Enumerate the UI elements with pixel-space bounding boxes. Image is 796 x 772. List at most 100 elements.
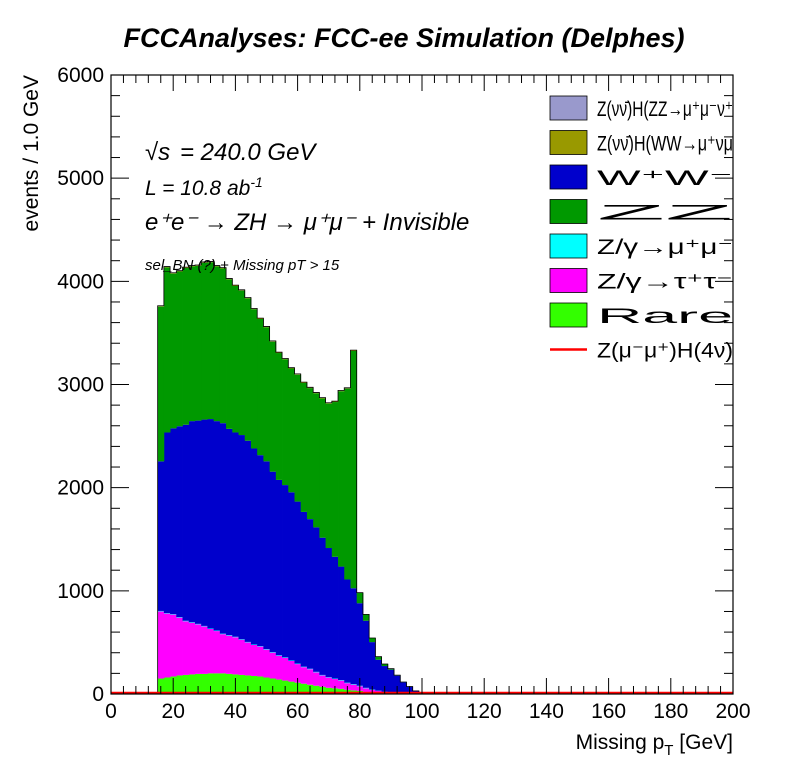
y-tick-label: 4000 <box>57 270 104 293</box>
bar-ZZ-47 <box>257 318 264 456</box>
bar-WW-83 <box>369 642 376 690</box>
annotations: √s = 240.0 GeV L = 10.8 ab-1 e⁺e⁻ → ZH →… <box>145 139 469 274</box>
bar-Ztautau-63 <box>306 669 314 685</box>
bar-WW-67 <box>319 537 326 675</box>
bar-WW-43 <box>244 440 252 642</box>
legend-item-ZH_WW: Z(νν̄)H(WW→μ⁺νμ <box>549 130 733 156</box>
bar-Ztautau-45 <box>250 645 258 676</box>
bar-WW-69 <box>325 548 333 677</box>
bar-ZZ-69 <box>325 403 333 549</box>
bar-Zmumu-39 <box>232 636 239 638</box>
bar-Ztautau-19 <box>170 614 177 677</box>
bar-Rare-21 <box>176 675 183 694</box>
bar-Zmumu-51 <box>269 652 277 653</box>
bar-ZZ-27 <box>194 265 202 421</box>
bar-ZH_WW-53 <box>275 352 283 354</box>
bar-Zmumu-29 <box>201 625 208 627</box>
bar-Ztautau-43 <box>244 642 252 676</box>
x-tick-label: 100 <box>404 700 439 723</box>
bar-Ztautau-29 <box>201 626 208 674</box>
y-tick-label: 6000 <box>57 64 104 87</box>
bar-ZZ-41 <box>238 290 246 436</box>
bar-ZH_WW-37 <box>226 278 233 280</box>
energy-sqrt-annotation: √s <box>145 139 170 166</box>
bar-Rare-37 <box>226 673 233 694</box>
bar-Ztautau-35 <box>219 634 227 674</box>
plot-area <box>111 261 733 695</box>
bar-ZZ-65 <box>313 393 320 528</box>
chart-title: FCCAnalyses: FCC-ee Simulation (Delphes) <box>123 23 684 53</box>
legend-item-Ztautau: Z/γ→τ⁺τ⁻ <box>549 268 733 294</box>
stack-outline <box>157 261 444 695</box>
bar-Zmumu-33 <box>213 630 221 632</box>
bar-Zmumu-31 <box>207 628 215 630</box>
x-tick-label: 0 <box>105 700 117 723</box>
bar-WW-85 <box>375 659 382 691</box>
bar-WW-47 <box>257 455 264 647</box>
bar-WW-41 <box>238 435 246 640</box>
bar-ZZ-57 <box>288 368 295 493</box>
bar-ZH_WW-75 <box>344 388 351 389</box>
bar-ZH_WW-43 <box>244 297 252 299</box>
bar-Ztautau-81 <box>362 688 370 692</box>
bar-ZH_WW-59 <box>294 374 302 375</box>
bar-Zmumu-47 <box>257 646 264 647</box>
x-tick-label: 140 <box>529 700 564 723</box>
legend-label: W⁺W⁻ <box>597 167 733 190</box>
bar-Ztautau-23 <box>182 621 190 675</box>
bar-Zmumu-77 <box>350 684 358 685</box>
bar-WW-77 <box>350 588 358 685</box>
bar-Ztautau-65 <box>313 672 320 686</box>
legend-label: Z(μ⁻μ⁺)H(4ν) <box>597 340 733 363</box>
legend-swatch <box>549 130 588 155</box>
bar-ZZ-81 <box>362 614 370 621</box>
bar-WW-91 <box>394 675 401 694</box>
bar-Rare-43 <box>244 675 252 694</box>
bar-Rare-35 <box>219 673 227 694</box>
bar-Rare-45 <box>250 675 258 694</box>
series-WW <box>157 419 438 694</box>
bar-Rare-29 <box>201 673 208 694</box>
bar-Zmumu-43 <box>244 641 252 643</box>
legend-label: ZZ <box>597 202 734 225</box>
bar-ZH_WW-69 <box>325 403 333 404</box>
bar-ZH_WW-19 <box>170 273 177 274</box>
bar-ZZ-63 <box>306 388 314 520</box>
bar-ZZ-37 <box>226 279 233 429</box>
bar-WW-37 <box>226 428 233 636</box>
bar-Ztautau-31 <box>207 629 215 674</box>
luminosity-annotation: L = 10.8 ab-1 <box>145 174 263 200</box>
bar-Ztautau-37 <box>226 635 233 674</box>
bar-WW-63 <box>306 519 314 669</box>
bar-Ztautau-61 <box>300 667 308 684</box>
bar-WW-49 <box>263 461 271 650</box>
x-tick-label: 200 <box>715 700 750 723</box>
bar-ZZ-45 <box>250 309 258 449</box>
bar-WW-61 <box>300 511 308 667</box>
legend-item-WW: W⁺W⁻ <box>549 164 733 190</box>
x-tick-label: 120 <box>467 700 502 723</box>
y-tick-label: 2000 <box>57 477 104 500</box>
bar-Zmumu-61 <box>300 666 308 668</box>
x-tick-label: 80 <box>348 700 371 723</box>
bar-WW-19 <box>170 428 177 615</box>
bar-Rare-17 <box>163 677 171 694</box>
bar-WW-45 <box>250 448 258 645</box>
bar-Ztautau-25 <box>188 622 196 675</box>
x-tick-label: 60 <box>286 700 309 723</box>
legend-item-ZH_ZZ: Z(νν̄)H(ZZ→μ⁺μ⁻ν⁺ <box>549 95 733 121</box>
legend-swatch <box>549 268 588 293</box>
bar-Zmumu-67 <box>319 674 326 676</box>
bar-Zmumu-27 <box>194 623 202 625</box>
bar-Rare-25 <box>188 674 196 694</box>
bar-Rare-27 <box>194 673 202 694</box>
bar-Ztautau-27 <box>194 624 202 674</box>
x-axis-label: Missing pT [GeV] <box>576 731 733 759</box>
bar-Ztautau-69 <box>325 677 333 688</box>
bar-WW-55 <box>282 485 289 658</box>
legend-swatch <box>549 199 588 224</box>
bar-ZZ-89 <box>387 668 395 670</box>
bar-ZZ-29 <box>201 262 208 420</box>
bar-Ztautau-55 <box>282 657 289 681</box>
bar-Rare-53 <box>275 679 283 694</box>
